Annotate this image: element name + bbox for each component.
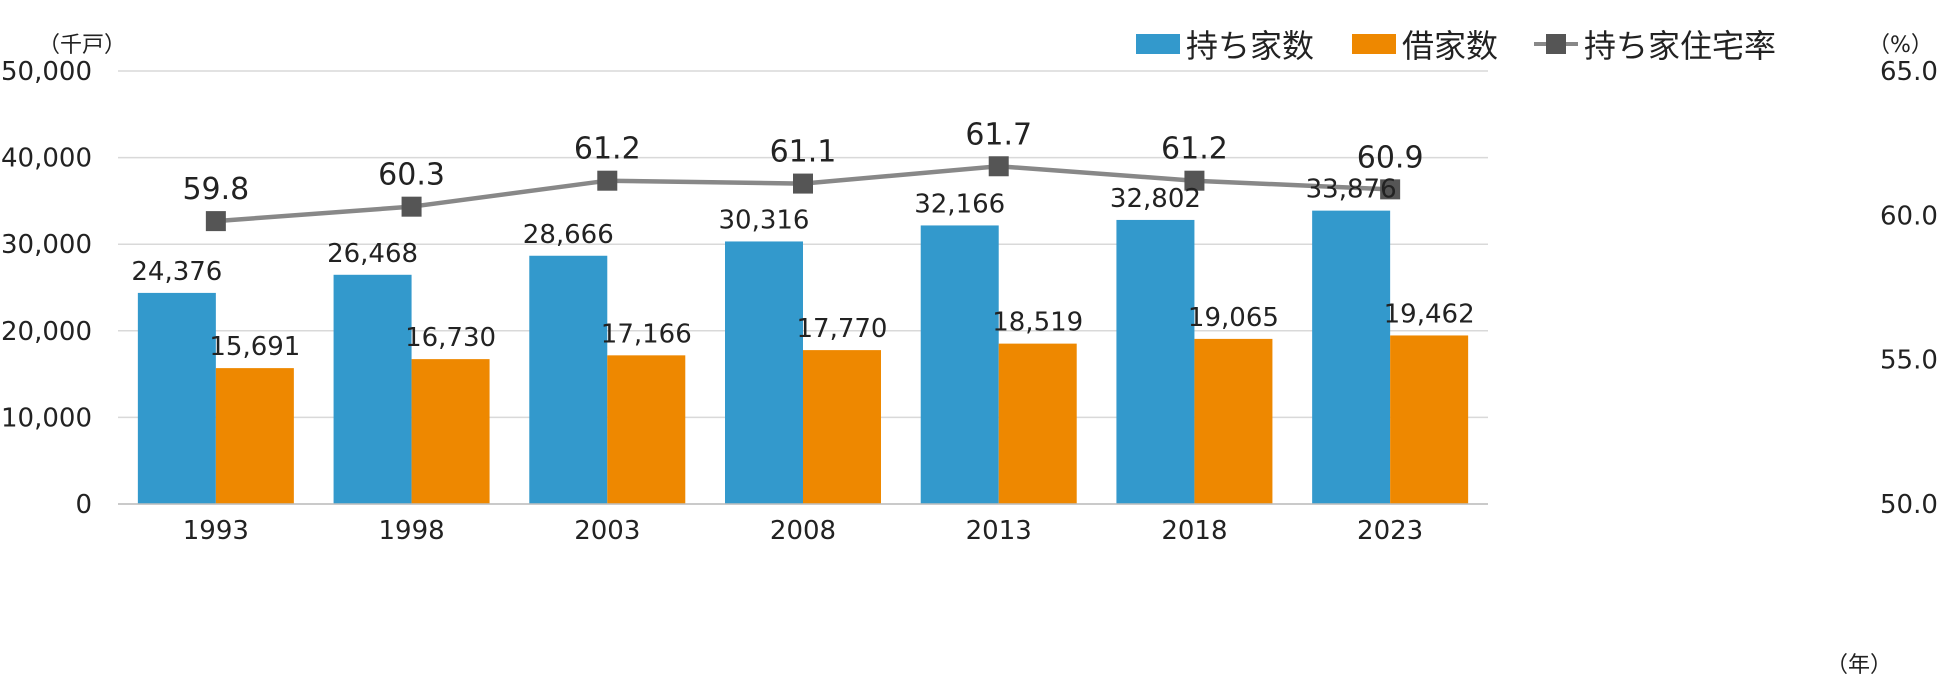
y-left-unit: （千戸） <box>38 33 126 58</box>
data-label-rate-2013: 61.7 <box>965 117 1032 152</box>
y-left-tick-label: 40,000 <box>1 144 92 174</box>
bar-owned-1993 <box>137 292 216 504</box>
y-right-unit: （%） <box>1868 33 1933 58</box>
data-labels: 24,376 15,691 26,468 16,730 28,666 17,166 30,3… <box>131 117 1474 362</box>
data-label-rented-2018: 19,065 <box>1188 303 1279 333</box>
data-label-rate-2008: 61.1 <box>770 135 837 170</box>
bar-rented-2003 <box>607 355 686 504</box>
data-label-rate-2018: 61.2 <box>1161 132 1228 167</box>
x-tick-label-1993: 1993 <box>183 516 249 546</box>
rate-marker-2008 <box>793 173 813 194</box>
rate-marker-2013 <box>988 156 1009 177</box>
rate-marker-2023 <box>1380 179 1401 200</box>
rate-marker-1993 <box>205 211 226 232</box>
data-label-rate-1998: 60.3 <box>378 158 445 193</box>
legend-label-owned: 持ち家数 <box>1186 27 1314 65</box>
data-label-rented-2023: 19,462 <box>1384 299 1475 329</box>
legend-swatch-owned <box>1136 34 1180 54</box>
data-label-owned-2013: 32,166 <box>914 189 1005 219</box>
y-right-tick-label: 65.0 <box>1880 57 1938 87</box>
legend: 持ち家数 借家数 持ち家住宅率 <box>1136 27 1776 65</box>
data-label-owned-2018: 32,802 <box>1110 184 1201 214</box>
data-label-owned-2023: 33,876 <box>1306 175 1397 205</box>
bar-rented-1998 <box>411 359 490 504</box>
data-label-owned-1998: 26,468 <box>327 239 418 269</box>
data-label-rate-1993: 59.8 <box>182 172 249 207</box>
legend-marker-rate <box>1546 34 1566 54</box>
legend-label-rate: 持ち家住宅率 <box>1584 27 1776 65</box>
y-right-tick-label: 55.0 <box>1880 346 1938 376</box>
bar-rented-2018 <box>1194 338 1273 504</box>
x-tick-label-2013: 2013 <box>966 516 1032 546</box>
data-label-rented-2008: 17,770 <box>797 314 888 344</box>
legend-label-rented: 借家数 <box>1402 27 1498 65</box>
y-left-tick-label: 10,000 <box>1 403 92 433</box>
y-right-tick-label: 60.0 <box>1880 201 1938 231</box>
bar-rented-1993 <box>215 368 294 504</box>
x-tick-label-2008: 2008 <box>770 516 836 546</box>
x-tick-label-2003: 2003 <box>574 516 640 546</box>
data-label-rented-1993: 15,691 <box>209 332 300 362</box>
bars <box>137 210 1469 504</box>
x-tick-label-2023: 2023 <box>1357 516 1423 546</box>
bar-owned-1998 <box>333 274 412 504</box>
data-label-rate-2023: 60.9 <box>1357 140 1424 175</box>
bar-owned-2023 <box>1312 210 1391 504</box>
bar-owned-2008 <box>725 241 803 504</box>
data-label-owned-2003: 28,666 <box>523 220 614 250</box>
bar-rented-2013 <box>998 343 1077 504</box>
rate-marker-1998 <box>401 196 422 217</box>
bar-owned-2018 <box>1116 219 1195 504</box>
legend-swatch-rented <box>1352 34 1396 54</box>
x-unit: （年） <box>1826 653 1892 678</box>
bar-owned-2013 <box>920 225 999 504</box>
data-label-rented-2013: 18,519 <box>992 308 1083 338</box>
bar-rented-2008 <box>803 350 881 504</box>
bar-owned-2003 <box>529 255 608 504</box>
y-left-tick-label: 30,000 <box>1 230 92 260</box>
y-right-tick-label: 50.0 <box>1880 490 1938 520</box>
bar-rented-2023 <box>1390 335 1469 504</box>
data-label-owned-2008: 30,316 <box>719 205 810 235</box>
data-label-owned-1993: 24,376 <box>131 257 222 287</box>
y-left-tick-label: 0 <box>75 490 92 520</box>
y-left-tick-label: 50,000 <box>1 57 92 87</box>
data-label-rented-1998: 16,730 <box>405 323 496 353</box>
axes: 0 10,000 20,000 30,000 40,000 50,000 50.0 55.0 6… <box>1 57 1938 546</box>
rate-marker-2018 <box>1184 170 1205 191</box>
data-label-rented-2003: 17,166 <box>601 319 692 349</box>
x-tick-label-1998: 1998 <box>378 516 444 546</box>
rate-line <box>205 156 1401 232</box>
rate-marker-2003 <box>597 170 618 191</box>
data-label-rate-2003: 61.2 <box>574 132 641 167</box>
y-left-tick-label: 20,000 <box>1 317 92 347</box>
x-tick-label-2018: 2018 <box>1161 516 1227 546</box>
